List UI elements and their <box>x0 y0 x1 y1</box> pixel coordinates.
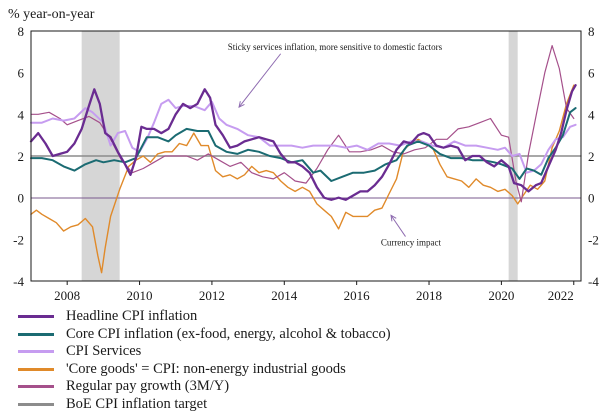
x-tick-label: 2014 <box>271 288 298 303</box>
x-tick-label: 2018 <box>416 288 442 303</box>
legend-label: CPI Services <box>66 343 142 360</box>
x-tick-label: 2016 <box>344 288 371 303</box>
x-tick-label: 2010 <box>127 288 153 303</box>
y-tick-label-right: 6 <box>588 66 595 81</box>
annotation-arrowhead-1 <box>238 101 245 108</box>
legend-swatch <box>18 332 54 336</box>
annotation-layer: Sticky services inflation, more sensitiv… <box>228 42 443 248</box>
y-tick-label-left: -2 <box>13 232 24 247</box>
x-tick-label: 2020 <box>488 288 514 303</box>
annotation-text-2: Currency impact <box>381 238 442 248</box>
legend-swatch <box>18 367 54 371</box>
y-tick-label-left: 0 <box>18 191 25 206</box>
legend-item-4: 'Core goods' = CPI: non-energy industria… <box>18 361 391 379</box>
series-layer <box>29 44 582 274</box>
legend: Headline CPI inflation Core CPI inflation… <box>18 308 391 413</box>
series-line-3 <box>30 98 577 174</box>
legend-label: BoE CPI inflation target <box>66 395 208 412</box>
legend-item-1: Headline CPI inflation <box>18 308 391 326</box>
legend-label: Regular pay growth (3M/Y) <box>66 378 230 395</box>
legend-swatch <box>18 350 54 354</box>
y-tick-label-right: 8 <box>588 24 595 39</box>
legend-item-3: CPI Services <box>18 343 391 361</box>
y-tick-label-right: -2 <box>588 232 599 247</box>
annotation-arrow-1 <box>238 53 282 108</box>
annotation-arrow-2 <box>390 215 406 237</box>
series-line-2 <box>30 107 577 182</box>
legend-label: Headline CPI inflation <box>66 308 198 325</box>
series-line-1 <box>29 84 577 201</box>
y-tick-label-left: 6 <box>18 66 25 81</box>
annotation-text-1: Sticky services inflation, more sensitiv… <box>228 42 443 52</box>
x-tick-label: 2022 <box>548 288 574 303</box>
y-tick-label-right: -4 <box>588 274 599 289</box>
x-tick-label: 2012 <box>199 288 225 303</box>
legend-item-2: Core CPI inflation (ex-food, energy, alc… <box>18 326 391 344</box>
y-tick-label-right: 4 <box>588 107 595 122</box>
legend-label: 'Core goods' = CPI: non-energy industria… <box>66 360 346 377</box>
legend-item-5: Regular pay growth (3M/Y) <box>18 378 391 396</box>
x-ticks: 2008 2010 2012 2014 2016 2018 2020 2022 <box>54 281 575 303</box>
y-ticks-left: -4 -2 0 2 4 6 8 <box>13 24 24 289</box>
x-tick-label: 2008 <box>54 288 80 303</box>
y-ticks-right: -4 -2 0 2 4 6 8 <box>588 24 599 289</box>
legend-label: Core CPI inflation (ex-food, energy, alc… <box>66 325 391 342</box>
y-tick-label-left: -4 <box>13 274 24 289</box>
y-tick-label-left: 4 <box>18 107 25 122</box>
annotation-arrowhead-2 <box>390 214 397 222</box>
plot-frame <box>30 30 582 282</box>
series-line-4 <box>30 84 575 274</box>
legend-swatch <box>18 385 54 389</box>
legend-swatch <box>18 402 54 406</box>
y-axis-label: % year-on-year <box>8 7 95 22</box>
y-tick-label-left: 2 <box>18 149 25 164</box>
legend-swatch <box>18 315 54 319</box>
legend-item-6: BoE CPI inflation target <box>18 396 391 414</box>
y-tick-label-left: 8 <box>18 24 25 39</box>
y-tick-label-right: 0 <box>588 191 595 206</box>
y-tick-label-right: 2 <box>588 149 595 164</box>
